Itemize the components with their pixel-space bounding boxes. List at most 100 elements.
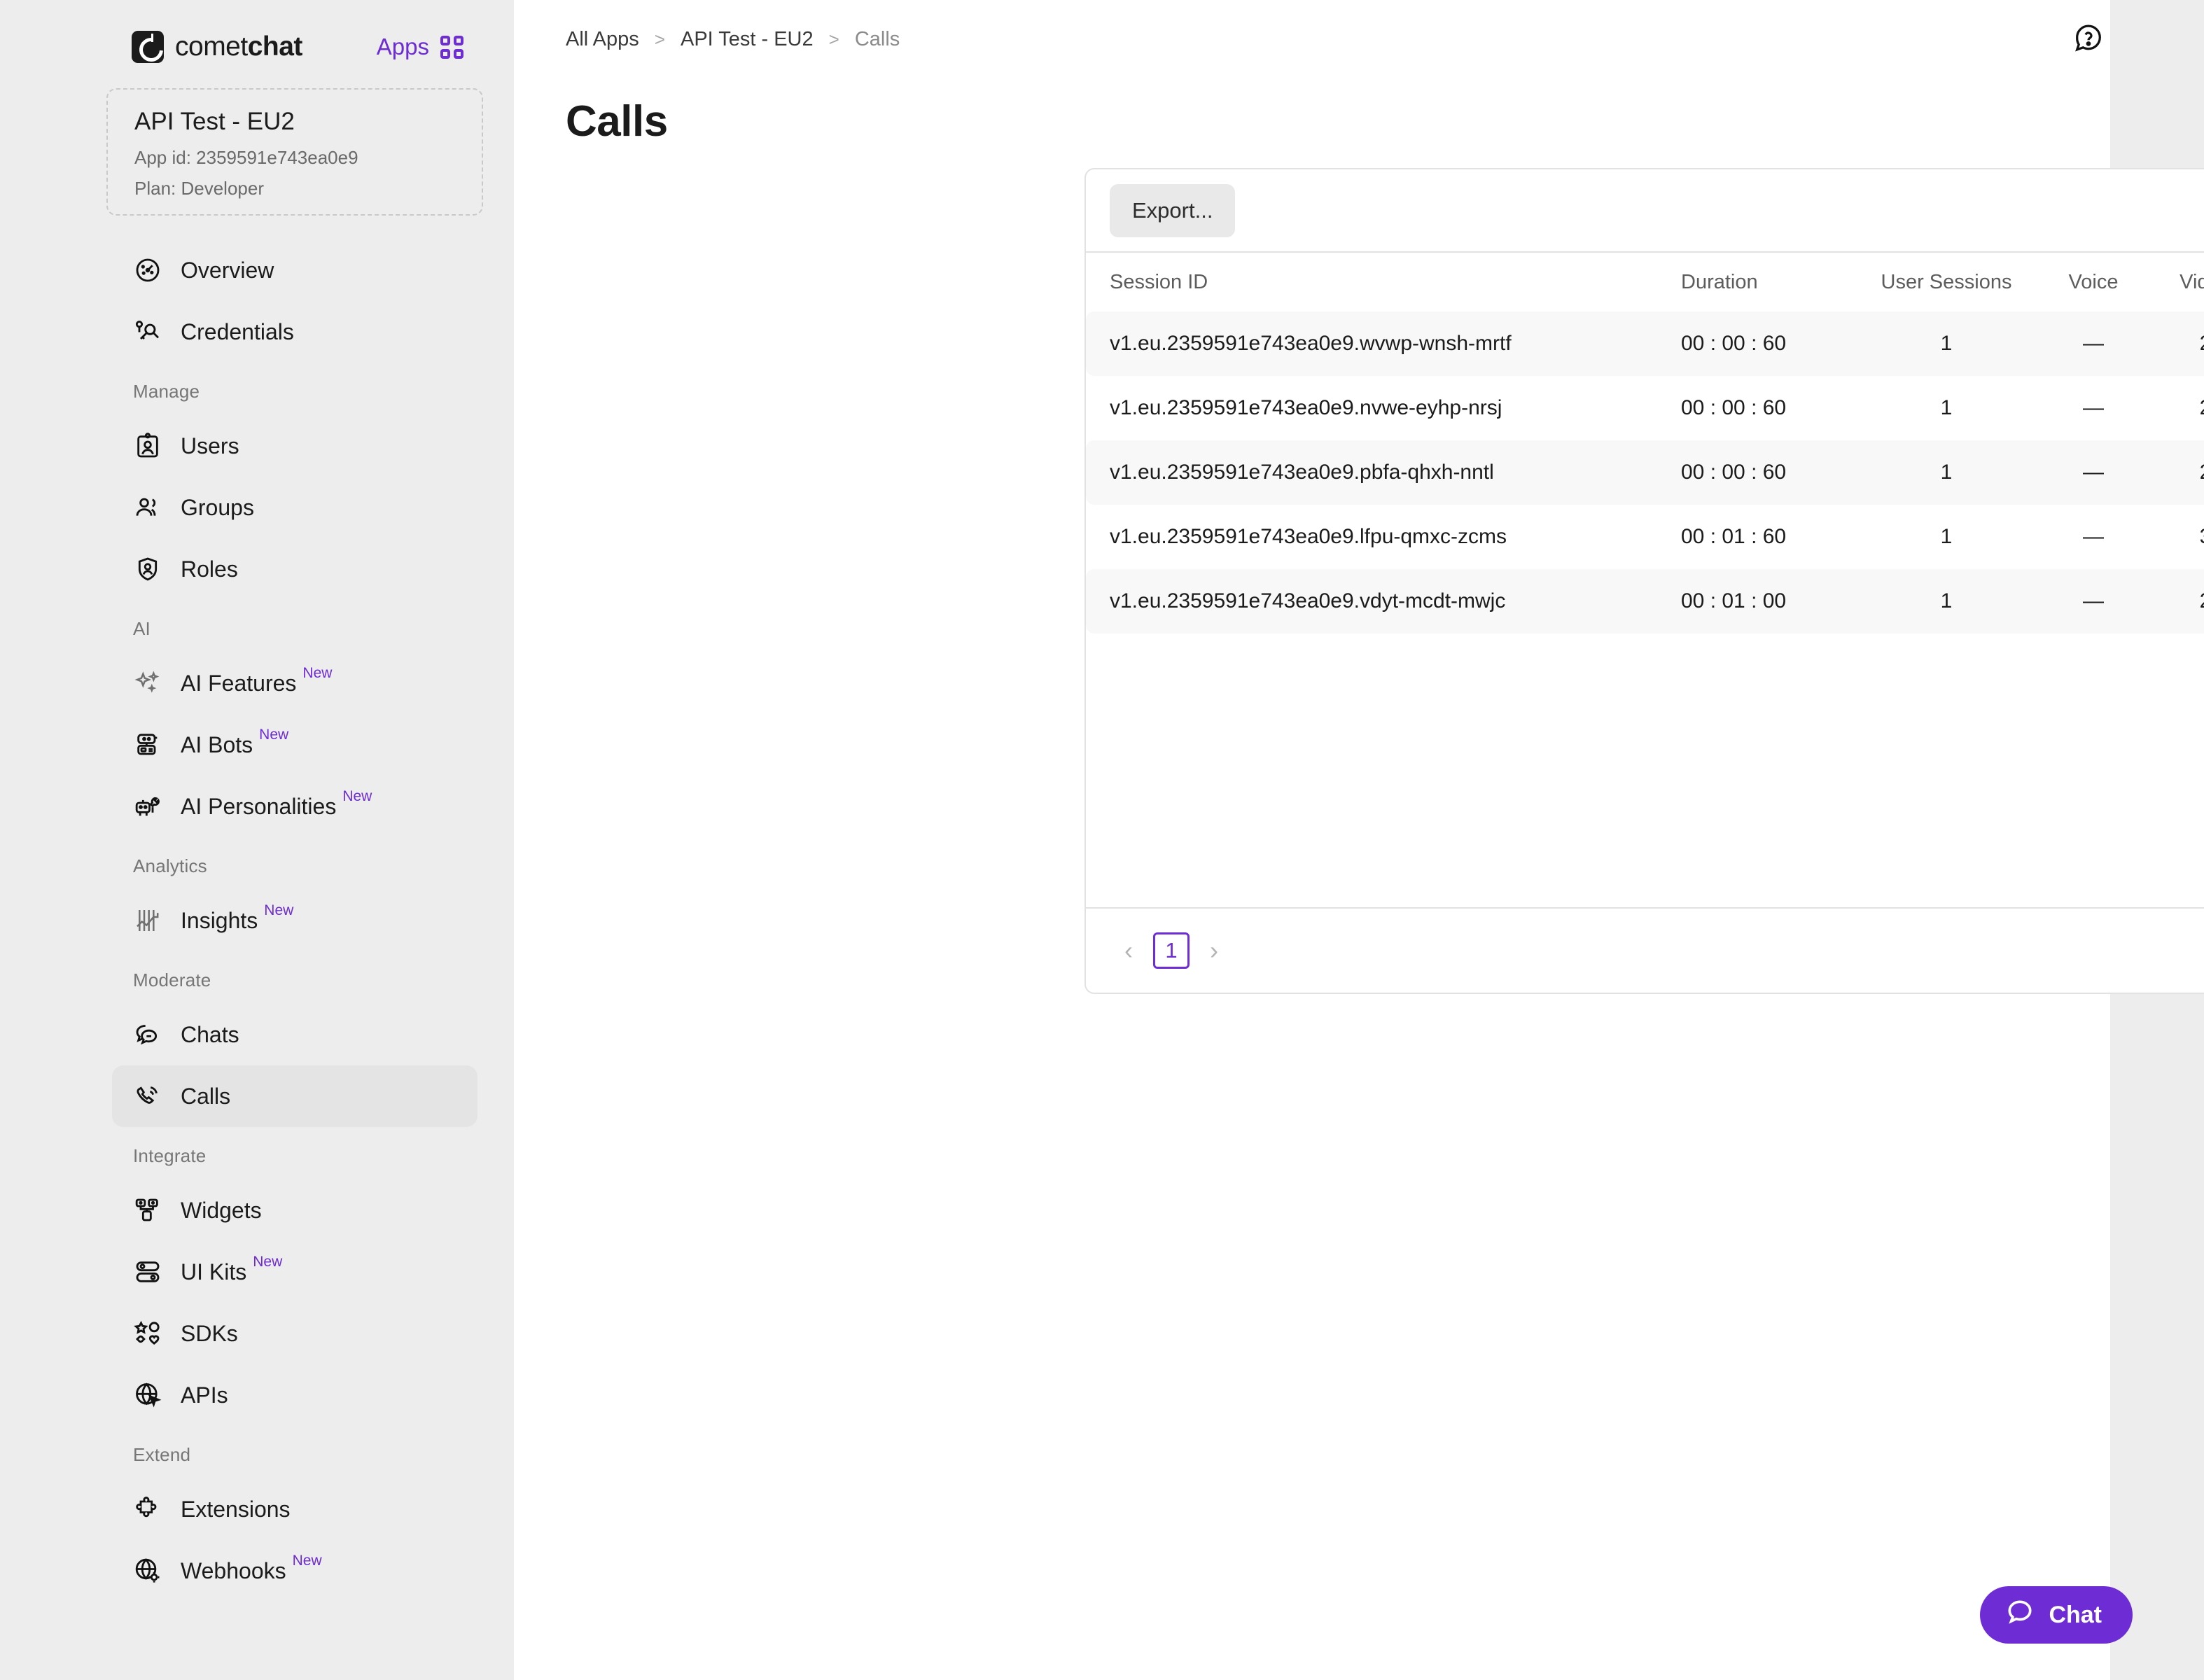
sidebar-item-label: AI Features (181, 670, 297, 696)
calls-table-card: Export... 17 Session ID Duration User Se… (1084, 168, 2204, 994)
table-row[interactable]: v1.eu.2359591e743ea0e9.lfpu-qmxc-zcms 00… (1086, 505, 2204, 569)
sidebar-section-integrate: Integrate (133, 1145, 207, 1166)
sidebar-item-label: APIs (181, 1382, 228, 1408)
grid-icon (440, 35, 463, 59)
phone-call-icon (133, 1082, 162, 1111)
breadcrumb-separator: > (654, 28, 665, 50)
sidebar-item-apis[interactable]: APIs (112, 1364, 477, 1426)
pagination-next-button[interactable]: › (1210, 936, 1218, 965)
analytics-chart-icon (133, 906, 162, 935)
cell-video: 2 (2146, 396, 2204, 420)
breadcrumb-all-apps[interactable]: All Apps (566, 27, 639, 50)
sidebar-item-webhooks[interactable]: Webhooks New (112, 1540, 477, 1602)
column-header-session-id: Session ID (1110, 270, 1208, 293)
sidebar-item-roles[interactable]: Roles (112, 538, 477, 600)
sidebar-section-manage: Manage (133, 381, 200, 402)
sparkles-icon (133, 668, 162, 698)
column-header-video: Video (2179, 270, 2204, 293)
sidebar-item-label: SDKs (181, 1320, 238, 1346)
sidebar-item-ui-kits[interactable]: UI Kits New (112, 1241, 477, 1303)
column-header-voice: Voice (2068, 270, 2119, 293)
app-name: API Test - EU2 (134, 108, 295, 135)
cell-video: 2 (2146, 461, 2204, 484)
sidebar-item-label: Credentials (181, 318, 294, 344)
sidebar-item-label: Roles (181, 556, 238, 582)
sidebar-item-label: Extensions (181, 1496, 291, 1522)
sidebar-item-badge: New (302, 665, 333, 681)
cell-duration: 00 : 00 : 60 (1681, 396, 1787, 419)
sidebar-item-users[interactable]: Users (112, 415, 477, 477)
chat-widget-button[interactable]: Chat (1980, 1586, 2133, 1644)
cell-session-id: v1.eu.2359591e743ea0e9.vdyt-mcdt-mwjc (1110, 589, 1506, 612)
sidebar-item-label: Widgets (181, 1197, 262, 1223)
sidebar-item-insights[interactable]: Insights New (112, 890, 477, 951)
sidebar-item-calls[interactable]: Calls (112, 1065, 477, 1127)
app-plan: Plan: Developer (134, 178, 264, 199)
sidebar-section-extend: Extend (133, 1444, 191, 1465)
sidebar-item-label: Webhooks (181, 1558, 286, 1583)
sidebar-item-chats[interactable]: Chats (112, 1004, 477, 1065)
sidebar-item-groups[interactable]: Groups (112, 477, 477, 538)
sidebar-item-label: AI Bots (181, 732, 253, 757)
sidebar-item-badge: New (259, 727, 289, 743)
app-id: App id: 2359591e743ea0e9 (134, 147, 358, 168)
sdks-shapes-icon (133, 1319, 162, 1348)
breadcrumb: All Apps > API Test - EU2 > Calls (566, 28, 900, 51)
table-row[interactable]: v1.eu.2359591e743ea0e9.nvwe-eyhp-nrsj 00… (1086, 376, 2204, 440)
breadcrumb-app[interactable]: API Test - EU2 (680, 27, 814, 50)
globe-cursor-icon (133, 1380, 162, 1410)
sidebar-item-ai-bots[interactable]: AI Bots New (112, 714, 477, 776)
calls-table: Session ID Duration User Sessions Voice … (1086, 251, 2204, 634)
sidebar-item-widgets[interactable]: Widgets (112, 1180, 477, 1241)
brand-row: cometchat Apps (0, 0, 514, 70)
sidebar-item-extensions[interactable]: Extensions (112, 1478, 477, 1540)
ui-kits-icon (133, 1257, 162, 1287)
cell-video: 3 (2146, 525, 2204, 549)
sidebar-nav: Overview Credentials Manage Users Groups… (0, 239, 514, 1602)
sidebar-item-badge: New (253, 1254, 283, 1270)
topbar: All Apps > API Test - EU2 > Calls (514, 0, 2204, 78)
sidebar-item-credentials[interactable]: Credentials (112, 301, 477, 363)
table-row[interactable]: v1.eu.2359591e743ea0e9.pbfa-qhxh-nntl 00… (1086, 440, 2204, 505)
table-header-row: Session ID Duration User Sessions Voice … (1086, 253, 2204, 312)
cell-user-sessions: 1 (1940, 589, 1953, 612)
brand-name-bold: chat (247, 31, 303, 62)
cell-video: 2 (2146, 332, 2204, 356)
sidebar-section-ai: AI (133, 618, 151, 639)
column-header-duration: Duration (1681, 270, 1758, 293)
cell-session-id: v1.eu.2359591e743ea0e9.pbfa-qhxh-nntl (1110, 461, 1494, 484)
sidebar-item-label: Groups (181, 494, 254, 520)
sidebar-item-badge: New (342, 788, 372, 804)
apps-label: Apps (376, 34, 429, 59)
sidebar-item-label: UI Kits (181, 1259, 247, 1284)
sidebar-item-label: Calls (181, 1083, 231, 1109)
app-summary-card[interactable]: API Test - EU2 App id: 2359591e743ea0e9 … (106, 88, 483, 216)
apps-button[interactable]: Apps (377, 34, 483, 60)
brand-name-light: comet (175, 31, 248, 62)
cell-user-sessions: 1 (1940, 525, 1953, 548)
brand-wordmark: cometchat (175, 31, 302, 62)
page-title: Calls (566, 97, 668, 146)
cell-voice: — (2083, 332, 2104, 355)
column-header-user-sessions: User Sessions (1881, 270, 2012, 293)
table-row[interactable]: v1.eu.2359591e743ea0e9.wvwp-wnsh-mrtf 00… (1086, 312, 2204, 376)
sidebar-item-ai-features[interactable]: AI Features New (112, 652, 477, 714)
puzzle-icon (133, 1494, 162, 1524)
sidebar-item-overview[interactable]: Overview (112, 239, 477, 301)
export-button[interactable]: Export... (1110, 183, 1236, 237)
sidebar-item-ai-personalities[interactable]: AI Personalities New (112, 776, 477, 837)
cell-duration: 00 : 00 : 60 (1681, 461, 1787, 484)
gauge-icon (133, 255, 162, 285)
cell-duration: 00 : 01 : 00 (1681, 589, 1787, 612)
sidebar-item-label: AI Personalities (181, 793, 337, 819)
sidebar-item-sdks[interactable]: SDKs (112, 1303, 477, 1364)
help-circle-icon[interactable] (2072, 22, 2105, 57)
pagination-prev-button[interactable]: ‹ (1124, 936, 1133, 965)
table-row[interactable]: v1.eu.2359591e743ea0e9.vdyt-mcdt-mwjc 00… (1086, 569, 2204, 634)
sidebar-section-moderate: Moderate (133, 969, 211, 990)
pagination-page-1[interactable]: 1 (1153, 932, 1190, 969)
cell-user-sessions: 1 (1940, 332, 1953, 355)
cell-duration: 00 : 00 : 60 (1681, 332, 1787, 355)
cell-voice: — (2083, 396, 2104, 419)
